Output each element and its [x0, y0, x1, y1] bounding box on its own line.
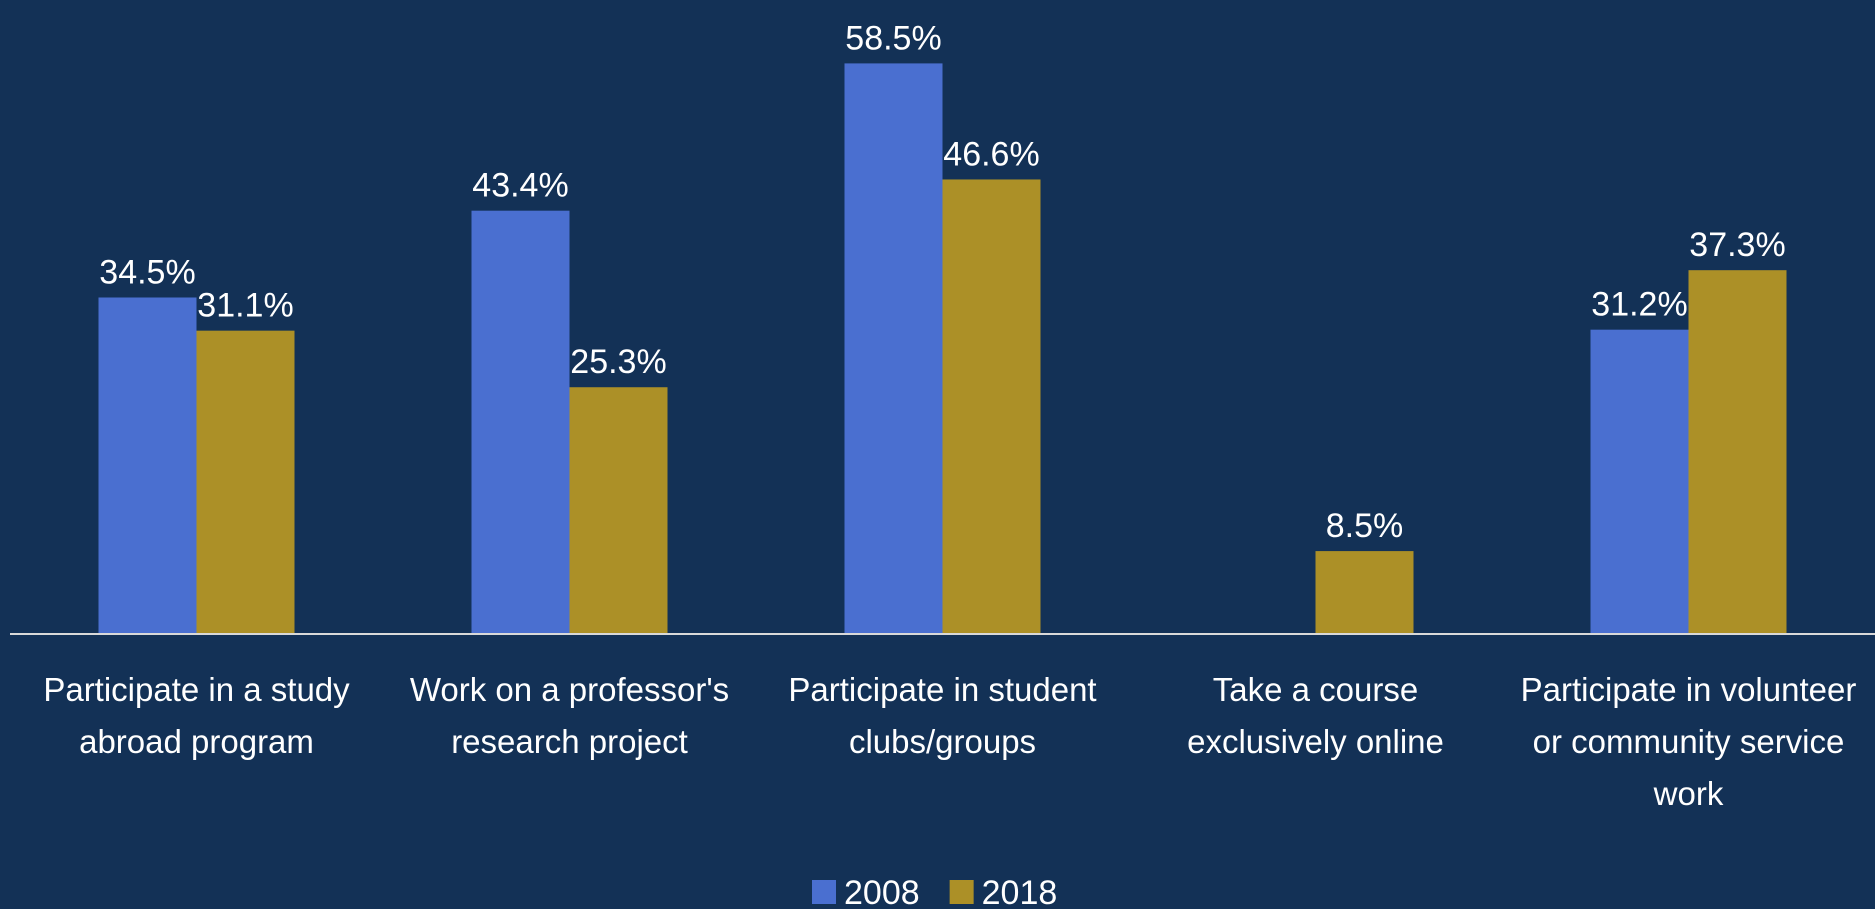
legend-swatch — [949, 880, 974, 904]
bar — [942, 179, 1041, 634]
value-label: 25.3% — [570, 343, 666, 381]
bar — [98, 297, 197, 634]
legend-label: 2008 — [844, 874, 920, 909]
value-label: 37.3% — [1689, 226, 1785, 264]
value-label: 8.5% — [1326, 507, 1404, 545]
x-tick-label: Work on a professor's research project — [409, 671, 730, 760]
bar — [844, 63, 943, 634]
x-tick-label: Participate in student clubs/groups — [788, 671, 1097, 760]
value-label: 34.5% — [99, 253, 195, 291]
x-tick-label: Take a course exclusively online — [1187, 671, 1444, 760]
x-tick-label: Participate in volunteer or community se… — [1520, 671, 1857, 812]
value-label: 31.2% — [1591, 286, 1687, 324]
bar — [1315, 551, 1414, 634]
bar — [569, 387, 668, 634]
bar — [471, 210, 570, 634]
value-label: 46.6% — [943, 135, 1039, 173]
bar — [196, 330, 295, 634]
value-label: 58.5% — [845, 19, 941, 57]
x-tick-label: Participate in a study abroad program — [43, 671, 350, 760]
bar — [1590, 329, 1689, 634]
value-label: 31.1% — [197, 287, 293, 325]
value-label: 43.4% — [472, 167, 568, 205]
legend-swatch — [812, 880, 836, 904]
bar — [1688, 270, 1787, 634]
legend-label: 2018 — [982, 874, 1058, 909]
